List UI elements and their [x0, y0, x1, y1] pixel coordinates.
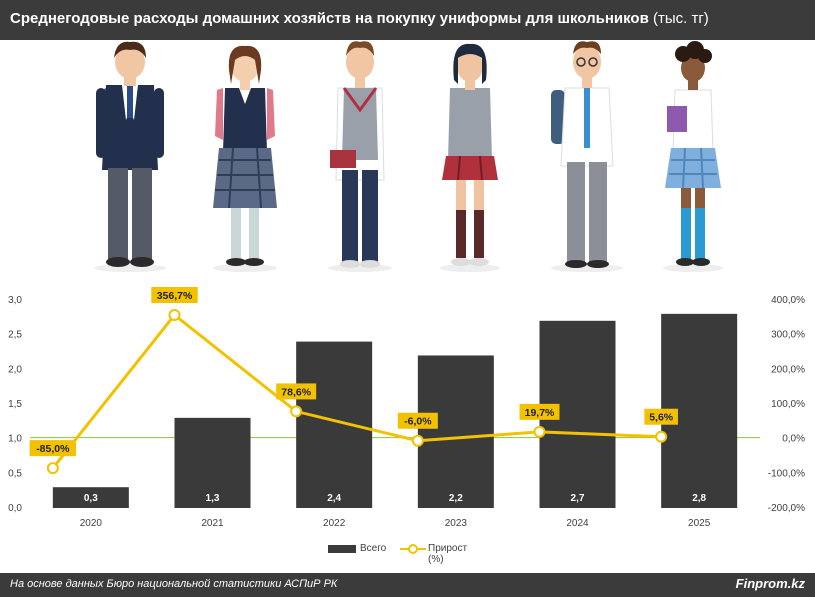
- x-tick-label: 2023: [445, 518, 468, 529]
- student-figure-2: [213, 45, 277, 272]
- bar: [417, 355, 494, 508]
- x-tick-label: 2025: [688, 518, 711, 529]
- chart-title: Среднегодовые расходы домашних хозяйств …: [10, 10, 709, 27]
- point-value-label: 5,6%: [649, 412, 674, 424]
- student-figure-4: [440, 43, 500, 272]
- y-left-tick: 1,5: [8, 399, 22, 410]
- y-left-tick: 2,0: [8, 364, 22, 375]
- student-figure-6: [663, 41, 723, 272]
- y-right-tick: -200,0%: [768, 503, 805, 514]
- bar-value-label: 1,3: [206, 493, 220, 504]
- y-left-tick: 1,0: [8, 434, 22, 445]
- growth-point: [411, 434, 424, 447]
- x-tick-label: 2021: [201, 518, 224, 529]
- growth-line: [51, 312, 662, 470]
- bar: [296, 341, 373, 508]
- point-value-label: -85,0%: [36, 443, 70, 455]
- y-right-tick: 100,0%: [771, 399, 805, 410]
- y-right-axis: -200,0% -100,0% 0,0% 100,0% 200,0% 300,0% 400,…: [768, 295, 805, 514]
- bar-value-label: 2,2: [449, 493, 463, 504]
- point-value-label: 19,7%: [525, 407, 555, 419]
- y-left-tick: 0,0: [8, 503, 22, 514]
- student-figure-5: [551, 41, 623, 272]
- y-left-tick: 3,0: [8, 295, 22, 306]
- legend-label-total: Всего: [360, 543, 387, 554]
- point-label-bg: [519, 403, 560, 420]
- point-value-label: -6,0%: [404, 416, 432, 428]
- point-value-label: 78,6%: [281, 386, 311, 398]
- point-label-bg: [276, 383, 317, 400]
- growth-point: [46, 462, 59, 475]
- y-right-tick: 300,0%: [771, 330, 805, 341]
- growth-point: [168, 309, 181, 322]
- bar: [52, 487, 129, 508]
- bar-labels: 0,3 1,3 2,4 2,2 2,7 2,8: [84, 493, 707, 504]
- y-left-tick: 2,5: [8, 330, 22, 341]
- legend-label-growth: Прирост (%): [428, 543, 468, 565]
- bar: [174, 417, 251, 508]
- y-left-tick: 0,5: [8, 468, 22, 479]
- legend-swatch-line: [400, 544, 426, 554]
- y-right-tick: -100,0%: [768, 468, 805, 479]
- legend-swatch-bar: [328, 545, 356, 553]
- x-tick-label: 2020: [80, 518, 103, 529]
- chart-area: 0,0 0,5 1,0 1,5 2,0 2,5 3,0 -200,0% -100,0% 0,0%…: [8, 287, 805, 529]
- growth-point: [290, 405, 303, 418]
- x-tick-label: 2022: [323, 518, 346, 529]
- point-label-bg: [644, 408, 678, 425]
- point-label-bg: [151, 287, 198, 304]
- point-label-bg: [397, 412, 438, 429]
- line-series: [46, 309, 668, 475]
- growth-point: [655, 430, 668, 443]
- bar-series: [52, 313, 738, 508]
- point-labels: -85,0% 356,7% 78,6% -6,0% 19,7% 5,6%: [29, 287, 678, 457]
- footer: На основе данных Бюро национальной стати…: [0, 573, 815, 597]
- students-illustration: [94, 41, 723, 272]
- growth-point: [533, 425, 546, 438]
- y-right-tick: 400,0%: [771, 295, 805, 306]
- brand-logo: Finprom.kz: [735, 576, 805, 591]
- point-label-bg: [29, 440, 77, 457]
- bar-value-label: 2,7: [571, 493, 585, 504]
- y-left-axis: 0,0 0,5 1,0 1,5 2,0 2,5 3,0: [8, 295, 22, 514]
- chart-unit: (тыс. тг): [652, 10, 709, 27]
- student-figure-1: [94, 41, 166, 272]
- bar-value-label: 2,8: [692, 493, 706, 504]
- header: Среднегодовые расходы домашних хозяйств …: [0, 0, 815, 40]
- student-figure-3: [328, 41, 392, 272]
- y-right-tick: 200,0%: [771, 364, 805, 375]
- source-note: На основе данных Бюро национальной стати…: [10, 578, 338, 590]
- x-axis: 2020 2021 2022 2023 2024 2025: [80, 518, 711, 529]
- bar-value-label: 0,3: [84, 493, 98, 504]
- bar-value-label: 2,4: [327, 493, 341, 504]
- y-right-tick: 0,0%: [782, 434, 805, 445]
- point-value-label: 356,7%: [157, 290, 193, 302]
- x-tick-label: 2024: [566, 518, 589, 529]
